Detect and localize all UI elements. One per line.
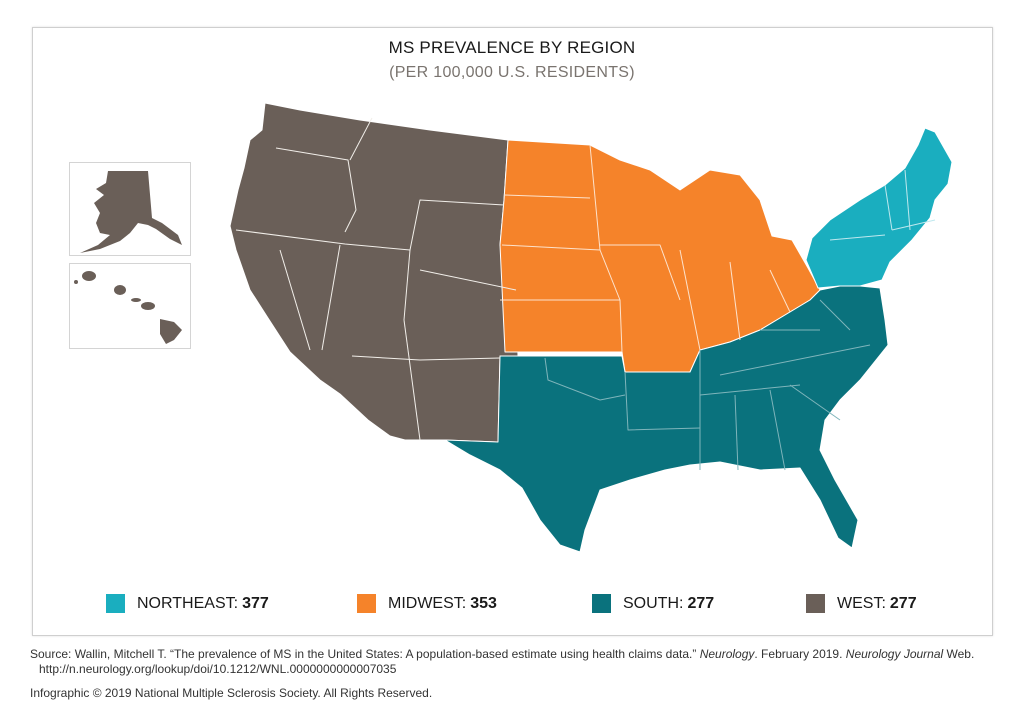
- legend-label: NORTHEAST:: [137, 594, 239, 612]
- alaska-shape: [80, 171, 182, 253]
- source-date: . February 2019.: [754, 647, 846, 661]
- legend-value: 353: [470, 594, 497, 612]
- alaska-inset: [69, 162, 191, 256]
- legend-label: SOUTH:: [623, 594, 684, 612]
- northeast-swatch: [106, 594, 125, 613]
- hawaii-inset: [69, 263, 191, 349]
- region-south: [444, 285, 889, 553]
- legend-value: 377: [242, 594, 269, 612]
- legend-value: 277: [687, 594, 715, 612]
- legend-value: 277: [889, 594, 917, 612]
- journal-name: Neurology: [699, 647, 755, 661]
- source-citation: Source: Wallin, Mitchell T. “The prevale…: [30, 647, 974, 677]
- south-swatch: [592, 594, 611, 613]
- legend-label: MIDWEST:: [388, 594, 467, 612]
- legend-south: SOUTH: 277: [592, 594, 714, 613]
- legend-northeast: NORTHEAST: 377: [106, 594, 269, 613]
- legend-west: WEST: 277: [806, 594, 917, 613]
- chart-title: MS PREVALENCE BY REGION: [388, 38, 636, 57]
- copyright: Infographic © 2019 National Multiple Scl…: [30, 686, 433, 700]
- hawaii-shape: [74, 271, 182, 344]
- region-west: [229, 102, 519, 443]
- chart-subtitle: (PER 100,000 U.S. RESIDENTS): [389, 64, 635, 81]
- source-web: Web.: [943, 647, 975, 661]
- legend-midwest: MIDWEST: 353: [357, 594, 497, 613]
- journal-web-name: Neurology Journal: [845, 647, 944, 661]
- region-northeast: [805, 127, 953, 289]
- source-url: http://n.neurology.org/lookup/doi/10.121…: [39, 662, 397, 676]
- source-text: Source: Wallin, Mitchell T. “The prevale…: [30, 647, 700, 661]
- midwest-swatch: [357, 594, 376, 613]
- legend-label: WEST:: [837, 594, 886, 612]
- west-swatch: [806, 594, 825, 613]
